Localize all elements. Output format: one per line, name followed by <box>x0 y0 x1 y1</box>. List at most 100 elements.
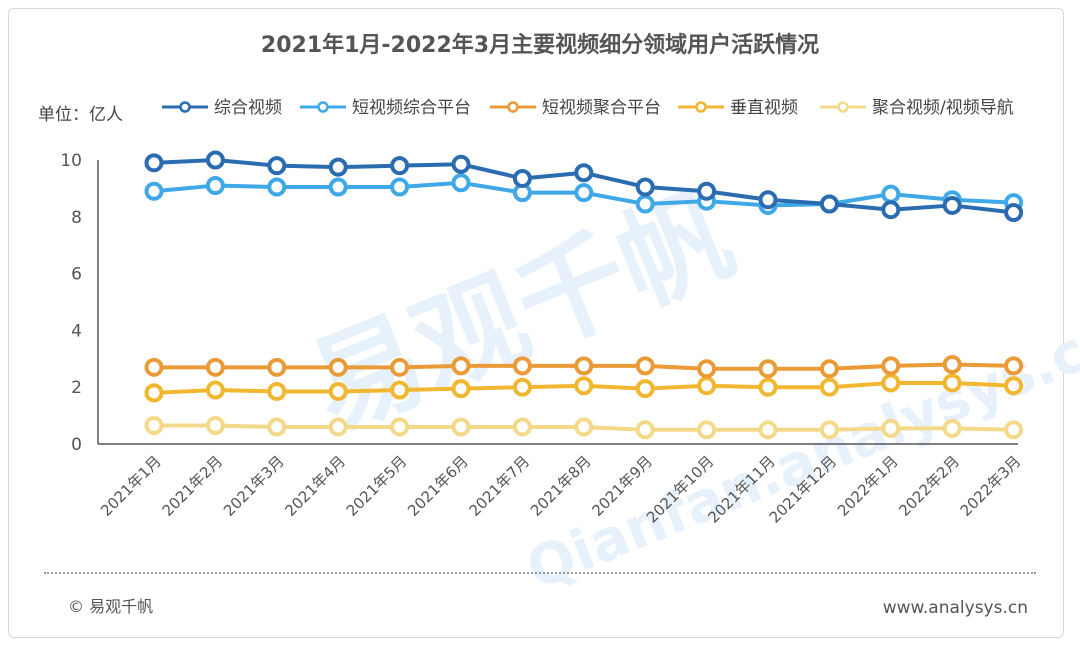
data-point <box>328 357 348 377</box>
data-point <box>697 359 717 379</box>
legend-marker <box>507 101 519 113</box>
data-point <box>267 156 287 176</box>
data-point <box>635 356 655 376</box>
unit-label: 单位：亿人 <box>38 105 123 125</box>
data-point <box>758 420 778 440</box>
data-point <box>635 379 655 399</box>
legend-label: 综合视频 <box>214 98 282 118</box>
y-tick-label: 2 <box>71 378 82 398</box>
data-point <box>697 420 717 440</box>
data-point <box>390 357 410 377</box>
data-point <box>205 176 225 196</box>
legend-label: 短视频聚合平台 <box>542 98 661 118</box>
data-point <box>390 177 410 197</box>
data-point <box>574 183 594 203</box>
data-point <box>144 181 164 201</box>
x-tick-label: 2021年6月 <box>404 452 472 520</box>
data-point <box>758 377 778 397</box>
data-point <box>144 383 164 403</box>
data-point <box>512 356 532 376</box>
data-point <box>635 177 655 197</box>
data-point <box>451 356 471 376</box>
legend-marker <box>179 101 191 113</box>
data-point <box>635 420 655 440</box>
watermark-logo-text: 易观千帆 <box>294 170 750 454</box>
data-point <box>328 157 348 177</box>
data-point <box>819 194 839 214</box>
data-point <box>205 380 225 400</box>
data-point <box>574 356 594 376</box>
data-point <box>819 420 839 440</box>
legend-label: 垂直视频 <box>730 98 798 118</box>
data-point <box>390 380 410 400</box>
data-point <box>512 377 532 397</box>
data-point <box>881 418 901 438</box>
data-point <box>942 373 962 393</box>
x-tick-label: 2021年7月 <box>466 452 534 520</box>
data-point <box>1004 376 1024 396</box>
data-point <box>881 184 901 204</box>
y-tick-label: 8 <box>71 208 82 228</box>
copyright-text: © 易观千帆 <box>68 597 154 616</box>
data-point <box>390 417 410 437</box>
x-tick-label: 2021年5月 <box>343 452 411 520</box>
data-point <box>942 418 962 438</box>
x-tick-label: 2021年3月 <box>220 452 288 520</box>
legend-label: 聚合视频/视频导航 <box>872 98 1014 118</box>
data-point <box>390 156 410 176</box>
data-point <box>144 153 164 173</box>
data-point <box>697 181 717 201</box>
legend-label: 短视频综合平台 <box>352 98 471 118</box>
y-tick-label: 0 <box>71 435 82 455</box>
data-point <box>451 173 471 193</box>
data-point <box>144 416 164 436</box>
x-tick-label: 2021年2月 <box>159 452 227 520</box>
data-point <box>267 357 287 377</box>
data-point <box>574 376 594 396</box>
data-point <box>881 373 901 393</box>
data-point <box>942 354 962 374</box>
x-tick-label: 2022年2月 <box>895 452 963 520</box>
x-tick-label: 2021年1月 <box>97 452 165 520</box>
x-tick-label: 2021年4月 <box>281 452 349 520</box>
watermark-url-text: Qianfan.analysys.cn <box>518 304 1080 603</box>
data-point <box>205 416 225 436</box>
site-url: www.analysys.cn <box>882 598 1028 618</box>
data-point <box>451 154 471 174</box>
data-point <box>1004 420 1024 440</box>
y-tick-label: 10 <box>60 151 82 171</box>
data-point <box>144 357 164 377</box>
data-point <box>1004 356 1024 376</box>
legend-marker <box>837 101 849 113</box>
legend-marker <box>317 101 329 113</box>
data-point <box>205 150 225 170</box>
chart-card <box>8 8 1064 638</box>
data-point <box>205 357 225 377</box>
data-point <box>451 379 471 399</box>
chart-title: 2021年1月-2022年3月主要视频细分领域用户活跃情况 <box>261 32 819 58</box>
data-point <box>819 377 839 397</box>
data-point <box>635 194 655 214</box>
footer-divider <box>44 572 1036 574</box>
legend-marker <box>695 101 707 113</box>
data-point <box>574 163 594 183</box>
x-tick-label: 2022年3月 <box>957 452 1025 520</box>
data-point <box>574 417 594 437</box>
y-tick-label: 6 <box>71 265 82 285</box>
data-point <box>267 417 287 437</box>
data-point <box>451 417 471 437</box>
data-point <box>758 359 778 379</box>
data-point <box>758 190 778 210</box>
data-point <box>881 200 901 220</box>
data-point <box>328 381 348 401</box>
data-point <box>267 177 287 197</box>
y-tick-label: 4 <box>71 321 82 341</box>
data-point <box>512 168 532 188</box>
data-point <box>881 356 901 376</box>
data-point <box>1004 203 1024 223</box>
data-point <box>267 381 287 401</box>
data-point <box>942 195 962 215</box>
data-point <box>512 417 532 437</box>
data-point <box>328 417 348 437</box>
